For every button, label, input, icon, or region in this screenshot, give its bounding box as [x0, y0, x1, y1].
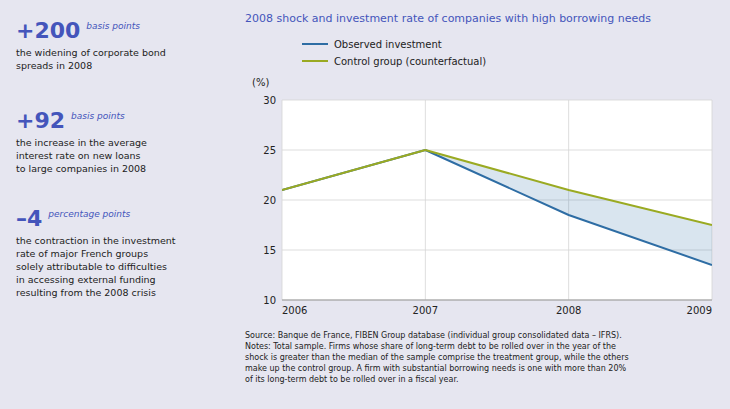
stat-unit: basis points [86, 21, 140, 31]
series-line [282, 150, 712, 225]
text-line: solely attributable to difficulties [16, 261, 167, 272]
stat-description: the increase in the average interest rate… [16, 137, 147, 174]
text-line: interest rate on new loans [16, 150, 141, 161]
y-tick-label: 20 [263, 195, 276, 206]
legend-label: Observed investment [334, 39, 442, 50]
grid [282, 100, 712, 300]
y-tick-label: 15 [263, 245, 276, 256]
y-tick-label: 30 [263, 95, 276, 106]
stat-value: +92 [16, 108, 65, 133]
y-grid-line [282, 250, 712, 251]
text-line: to large companies in 2008 [16, 163, 146, 174]
stat-description: the widening of corporate bond spreads in… [16, 47, 166, 71]
text-line: in accessing external funding [16, 274, 156, 285]
gap-area [282, 150, 712, 265]
text-line: shock is greater than the median of the … [245, 353, 629, 362]
stat-unit: basis points [71, 111, 125, 121]
text-line: rate of major French groups [16, 248, 148, 259]
x-grid-line [712, 100, 713, 300]
text-line: make up the control group. A firm with s… [245, 364, 626, 373]
x-axis-line [282, 300, 712, 301]
legend: Observed investment Control group (counte… [302, 39, 486, 67]
y-tick-label: 10 [263, 295, 276, 306]
legend-label: Control group (counterfactual) [334, 56, 486, 67]
stat-description: the contraction in the investment rate of… [16, 235, 176, 298]
y-grid-line [282, 200, 712, 201]
x-tick-label: 2007 [413, 305, 438, 316]
y-grid-line [282, 300, 712, 301]
x-tick-label: 2008 [556, 305, 581, 316]
text-line: resulting from the 2008 crisis [16, 287, 156, 298]
text-line: the contraction in the investment [16, 235, 176, 246]
stat-value: –4 [16, 206, 42, 231]
x-grid-line [425, 100, 426, 300]
x-grid-line [282, 100, 283, 300]
text-line: the increase in the average [16, 137, 147, 148]
text-line: the widening of corporate bond [16, 47, 166, 58]
plot-area [282, 100, 712, 300]
y-axis-label: (%) [252, 77, 269, 88]
series-line [282, 150, 712, 265]
marks [282, 150, 712, 265]
chart-title: 2008 shock and investment rate of compan… [245, 12, 651, 25]
stat-unit: percentage points [47, 209, 130, 219]
text-line: Source: Banque de France, FIBEN Group da… [245, 331, 622, 340]
text-line: Notes: Total sample. Firms whose share o… [245, 342, 616, 351]
stat-value: +200 [16, 18, 80, 43]
y-grid-line [282, 100, 712, 101]
text-line: of its long-term debt to be rolled over … [245, 375, 458, 384]
y-tick-label: 25 [263, 145, 276, 156]
legend-swatch [302, 43, 328, 45]
text-line: spreads in 2008 [16, 60, 92, 71]
x-tick-label: 2006 [282, 305, 307, 316]
x-tick-label: 2009 [687, 305, 712, 316]
background [0, 0, 730, 409]
source-note: Source: Banque de France, FIBEN Group da… [245, 331, 629, 384]
y-grid-line [282, 150, 712, 151]
figure: +200 basis points the widening of corporat… [0, 0, 730, 409]
legend-swatch [302, 60, 328, 62]
